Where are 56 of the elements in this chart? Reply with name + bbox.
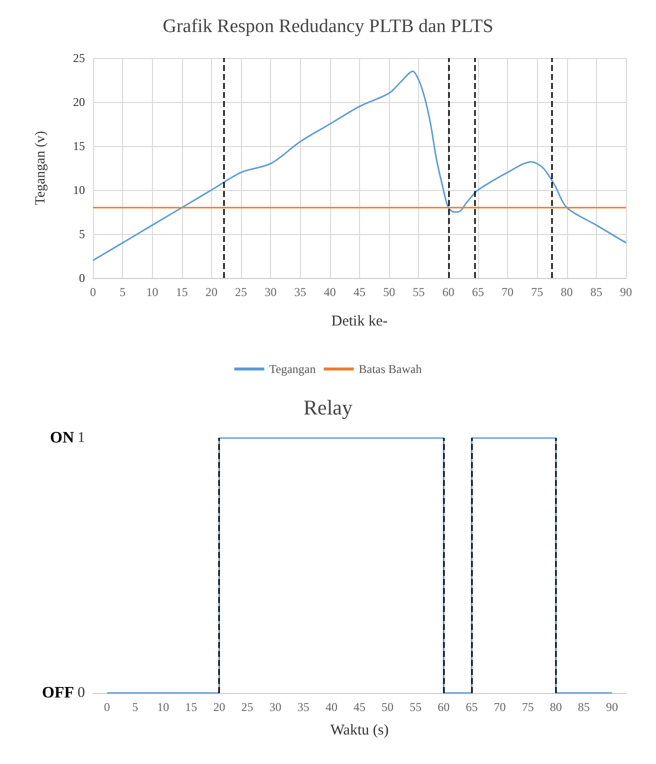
x-tick-label: 75 <box>531 285 544 299</box>
x-tick-label: 60 <box>438 700 450 714</box>
x-tick-label: 15 <box>185 700 198 714</box>
chart-title: Relay <box>304 396 353 420</box>
y-tick-label: 15 <box>73 139 85 153</box>
x-tick-label: 5 <box>132 700 138 714</box>
y-tick-label: 0 <box>79 271 85 285</box>
x-tick-label: 85 <box>578 700 590 714</box>
y-tick-label: 5 <box>79 227 85 241</box>
y-axis-title: Tegangan (v) <box>34 130 48 206</box>
x-tick-label: 40 <box>324 285 336 299</box>
x-tick-label: 35 <box>294 285 306 299</box>
x-tick-label: 50 <box>382 700 394 714</box>
x-tick-label: 15 <box>176 285 188 299</box>
x-tick-label: 5 <box>120 285 126 299</box>
x-tick-label: 65 <box>472 285 484 299</box>
x-tick-label: 65 <box>466 700 478 714</box>
x-tick-label: 50 <box>383 285 396 299</box>
x-tick-label: 70 <box>494 700 506 714</box>
x-tick-label: 55 <box>412 285 425 299</box>
chart-title: Grafik Respon Redudancy PLTB dan PLTS <box>162 16 494 37</box>
text: ON <box>50 430 74 446</box>
x-tick-label: 60 <box>442 285 454 299</box>
x-tick-label: 90 <box>606 700 618 714</box>
x-tick-label: 75 <box>522 700 534 714</box>
x-tick-label: 20 <box>213 700 226 714</box>
line-series <box>92 70 627 262</box>
x-tick-label: 10 <box>146 285 158 299</box>
x-axis-title: Detik ke- <box>331 314 388 330</box>
x-tick-label: 40 <box>325 700 338 714</box>
x-tick-label: 45 <box>354 285 366 299</box>
x-tick-label: 30 <box>269 700 282 714</box>
x-tick-label: 55 <box>410 700 422 714</box>
x-tick-label: 45 <box>354 700 366 714</box>
x-axis-title: Waktu (s) <box>330 722 389 738</box>
x-tick-label: 80 <box>550 700 562 714</box>
x-tick-label: 85 <box>590 285 602 299</box>
y-tick-label: 25 <box>73 51 85 65</box>
x-tick-label: 35 <box>297 700 310 714</box>
y-tick-label: 1 <box>78 430 85 446</box>
y-tick-label: 10 <box>73 183 85 197</box>
text: OFF <box>42 684 74 702</box>
x-tick-label: 80 <box>560 285 573 299</box>
x-tick-label: 70 <box>502 285 514 299</box>
y-tick-label: 20 <box>73 95 85 109</box>
x-tick-label: 30 <box>264 285 277 299</box>
x-tick-label: 0 <box>90 285 96 299</box>
x-tick-label: 20 <box>205 285 218 299</box>
legend-label: Batas Bawah <box>358 362 422 376</box>
x-tick-label: 25 <box>235 285 248 299</box>
legend-label: Tegangan <box>269 362 316 376</box>
x-tick-label: 25 <box>241 700 254 714</box>
x-tick-label: 90 <box>620 285 632 299</box>
x-tick-label: 10 <box>157 700 170 714</box>
y-tick-label: 0 <box>78 685 85 701</box>
x-tick-label: 0 <box>104 700 110 714</box>
